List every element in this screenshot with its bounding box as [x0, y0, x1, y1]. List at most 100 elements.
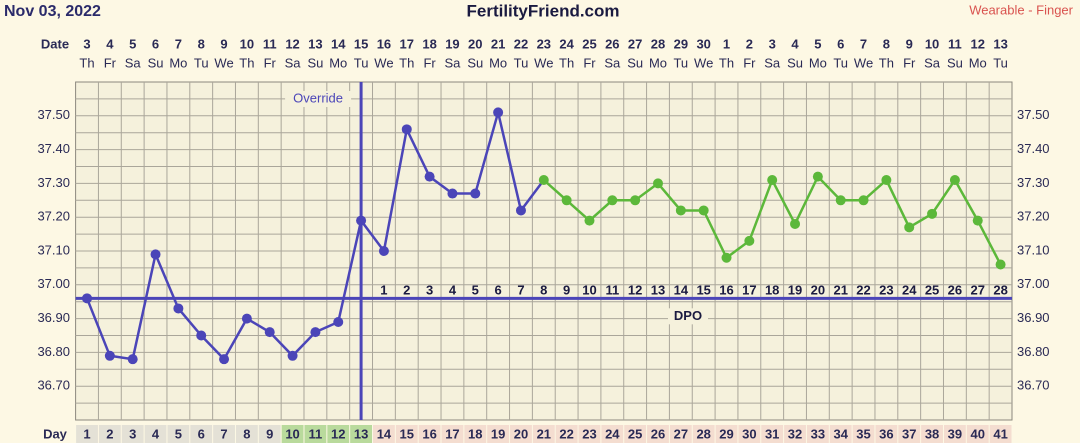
- day-label: 12: [331, 426, 345, 441]
- y2-tick-label: 36.80: [1017, 344, 1050, 359]
- dpo-label: 18: [765, 282, 779, 297]
- weekday-label: Su: [307, 55, 323, 70]
- temp-point: [949, 175, 960, 186]
- temp-point: [82, 293, 93, 304]
- date-label: 3: [769, 36, 776, 51]
- temp-point: [378, 246, 389, 256]
- day-label: 1: [83, 426, 90, 441]
- weekday-label: Mo: [169, 55, 187, 70]
- date-label: 26: [605, 36, 619, 51]
- dpo-label-bg: [668, 308, 708, 325]
- y2-tick-label: 37.50: [1017, 107, 1050, 122]
- day-cell: [692, 425, 715, 443]
- temp-point: [835, 195, 846, 206]
- date-label: 7: [860, 36, 867, 51]
- weekday-label: We: [534, 55, 553, 70]
- day-cell: [578, 425, 601, 443]
- temp-point: [310, 327, 321, 338]
- chart-date: Nov 03, 2022: [4, 3, 101, 20]
- dpo-label: 19: [788, 282, 802, 297]
- date-label: 2: [746, 36, 753, 51]
- temp-point: [538, 175, 549, 186]
- day-cell: [875, 425, 898, 443]
- date-label: 4: [106, 36, 114, 51]
- day-label: 41: [993, 426, 1007, 441]
- temp-point: [812, 171, 823, 182]
- date-label: 1: [723, 36, 730, 51]
- weekday-label: Fr: [743, 55, 756, 70]
- day-cell: [418, 425, 441, 443]
- day-cell: [852, 425, 875, 443]
- dpo-label: 15: [696, 282, 710, 297]
- weekday-label: Su: [627, 55, 643, 70]
- weekday-label: Fr: [423, 55, 436, 70]
- weekday-label: Mo: [329, 55, 347, 70]
- weekday-label: Tu: [833, 55, 848, 70]
- weekday-label: Th: [399, 55, 414, 70]
- weekday-label: Sa: [604, 55, 621, 70]
- day-label: 37: [902, 426, 916, 441]
- dpo-label: 24: [902, 282, 917, 297]
- day-cell: [373, 425, 395, 443]
- day-label: 25: [628, 426, 642, 441]
- day-label: 20: [514, 426, 528, 441]
- date-label: 28: [651, 36, 665, 51]
- temp-point: [173, 303, 184, 314]
- day-cell: [989, 425, 1012, 443]
- day-cell: [350, 425, 373, 443]
- date-label: 6: [837, 36, 844, 51]
- day-label: 7: [220, 426, 227, 441]
- date-label: 30: [696, 36, 710, 51]
- weekday-label: Tu: [993, 55, 1008, 70]
- dpo-label: 6: [495, 282, 502, 297]
- day-cell: [395, 425, 418, 443]
- day-label: 16: [422, 426, 436, 441]
- day-cell: [669, 425, 692, 443]
- day-label: 2: [106, 426, 113, 441]
- date-label: 24: [559, 36, 574, 51]
- weekday-label: Mo: [809, 55, 827, 70]
- day-cell: [487, 425, 510, 443]
- weekday-label: Sa: [125, 55, 142, 70]
- weekday-label: Th: [559, 55, 574, 70]
- y-tick-label: 37.30: [37, 175, 70, 190]
- weekday-label: Su: [148, 55, 164, 70]
- day-cell: [76, 425, 98, 443]
- day-cell: [327, 425, 350, 443]
- temp-point: [241, 313, 252, 324]
- day-label: 21: [537, 426, 551, 441]
- temp-point: [927, 208, 938, 219]
- y2-tick-label: 37.30: [1017, 175, 1050, 190]
- y2-tick-label: 37.10: [1017, 242, 1050, 257]
- day-label: 29: [719, 426, 733, 441]
- date-label: 25: [582, 36, 596, 51]
- day-label: 27: [674, 426, 688, 441]
- day-label: 24: [605, 426, 620, 441]
- day-label: 17: [445, 426, 459, 441]
- date-label: 29: [674, 36, 688, 51]
- date-label: 5: [129, 36, 136, 51]
- temp-point: [698, 205, 709, 216]
- weekday-label: Th: [719, 55, 734, 70]
- temp-point: [790, 218, 801, 229]
- date-label: 8: [883, 36, 890, 51]
- weekday-label: Sa: [285, 55, 302, 70]
- dpo-label: 8: [540, 282, 547, 297]
- temp-point: [652, 178, 663, 189]
- dpo-label: 10: [582, 282, 596, 297]
- date-label: 9: [906, 36, 913, 51]
- weekday-label: Th: [79, 55, 94, 70]
- dpo-label: 5: [472, 282, 479, 297]
- day-cell: [806, 425, 829, 443]
- day-cell: [281, 425, 304, 443]
- temp-point: [424, 171, 435, 182]
- temp-point: [287, 350, 298, 361]
- day-cell: [98, 425, 121, 443]
- temp-point: [561, 195, 572, 206]
- weekday-label: Fr: [903, 55, 916, 70]
- temp-point: [881, 175, 892, 186]
- day-cell: [738, 425, 761, 443]
- y-tick-label: 36.90: [37, 310, 70, 325]
- day-label: 32: [788, 426, 802, 441]
